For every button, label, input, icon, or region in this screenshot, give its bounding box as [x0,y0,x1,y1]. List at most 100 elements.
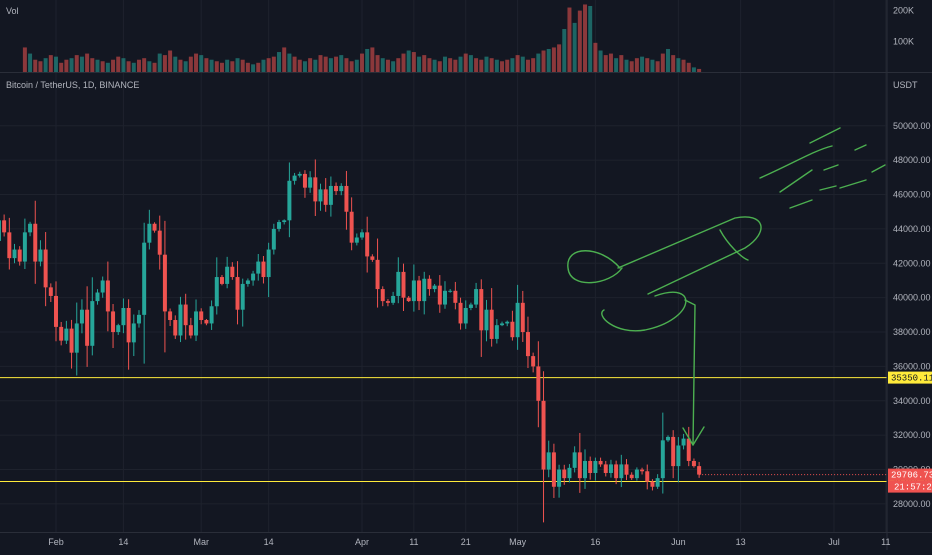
time-tick-label: 14 [118,537,128,547]
volume-bar [650,59,655,72]
price-tag-box [888,468,932,481]
candle-body [380,289,385,302]
volume-bar [100,61,105,72]
volume-bar [557,44,562,72]
volume-bar [334,56,339,72]
freehand-drawing[interactable] [567,127,886,446]
volume-bar [251,64,256,72]
volume-bar [624,59,629,72]
candle-body [194,311,199,336]
candle-body [541,400,546,470]
volume-bar [691,67,696,72]
candle-body [168,311,173,321]
candle-body [681,438,686,446]
candle-body [391,295,396,303]
candle-body [375,259,380,290]
candle-body [271,228,276,250]
volume-bar [209,59,214,72]
candle-body [577,452,582,479]
volume-bar [541,50,546,72]
candle-body [64,328,69,341]
drawing-stroke [759,145,833,179]
volume-bar [562,29,567,73]
volume-bar [437,61,442,72]
price-tag-label: 35350.11 [891,374,932,384]
candle-body [219,277,224,284]
candle-body [183,304,188,326]
candle-body [12,249,17,259]
price-tag-box [888,371,932,384]
time-axis-ticks[interactable]: Feb 14 Mar 14 Apr 11 21 May 16 Jun 13 Jul 11 [48,537,890,547]
volume-bar [271,56,276,72]
volume-bar [245,62,250,72]
candle-body [629,474,634,479]
volume-bar [500,61,505,72]
candle-body [292,175,297,181]
volume-bar [406,50,411,72]
volume-bar [136,59,141,72]
volume-bar [22,47,27,72]
candle-body [126,307,131,343]
drawing-stroke [819,185,837,191]
volume-bar [588,6,593,72]
horizontal-lines[interactable] [0,377,887,483]
volume-bar [510,58,515,72]
countdown-box [888,480,932,493]
drawing-stroke [617,216,762,295]
price-tick-label: 36000.00 [893,361,931,371]
volume-bar [204,58,209,72]
volume-bar [235,58,240,72]
volume-bars [22,4,702,73]
volume-bar [401,53,406,72]
candle-body [277,222,282,229]
volume-bar [90,58,95,72]
volume-bar [458,56,463,72]
candle-body [572,452,577,468]
volume-bar [308,58,313,72]
volume-bar [583,4,588,72]
candle-body [266,249,271,278]
price-tag-label: 29706.73 [891,471,932,481]
volume-bar [463,53,468,72]
price-axis-unit: USDT [893,80,918,90]
candle-body [157,230,162,255]
volume-bar [666,48,670,72]
volume-bar [598,50,603,72]
drawing-stroke [871,164,886,173]
candle-body [111,311,116,333]
candle-body [142,242,147,315]
volume-bar [365,48,370,72]
volume-bar [572,22,577,72]
time-tick-label: Mar [193,537,209,547]
time-tick-label: 11 [409,537,418,547]
drawing-stroke [601,291,687,332]
drawing-stroke [684,299,696,446]
volume-bar [551,47,556,72]
candle-body [121,307,126,326]
drawing-stroke [839,179,867,189]
volume-bar [422,55,427,72]
candle-body [209,306,214,324]
candle-body [90,301,95,346]
volume-bar [199,55,204,72]
time-tick-label: 16 [590,537,600,547]
candle-body [401,271,406,298]
symbol-title[interactable]: Bitcoin / TetherUS, 1D, BINANCE [6,80,139,90]
candle-body [256,261,261,274]
volume-bar [494,59,499,72]
price-tick-label: 28000.00 [893,499,931,509]
candle-body [458,302,463,324]
volume-bar [105,62,110,72]
candle-body [442,290,447,305]
volume-bar [614,58,619,72]
candle-body [131,323,136,343]
candle-body [385,301,390,303]
volume-bar [54,56,58,72]
volume-bar [194,53,199,72]
volume-bar [505,59,510,72]
price-tick-label: 46000.00 [893,190,931,200]
price-tick-label: 38000.00 [893,327,931,337]
candle-body [33,223,38,262]
volume-bar [484,56,489,72]
time-tick-label: May [509,537,527,547]
